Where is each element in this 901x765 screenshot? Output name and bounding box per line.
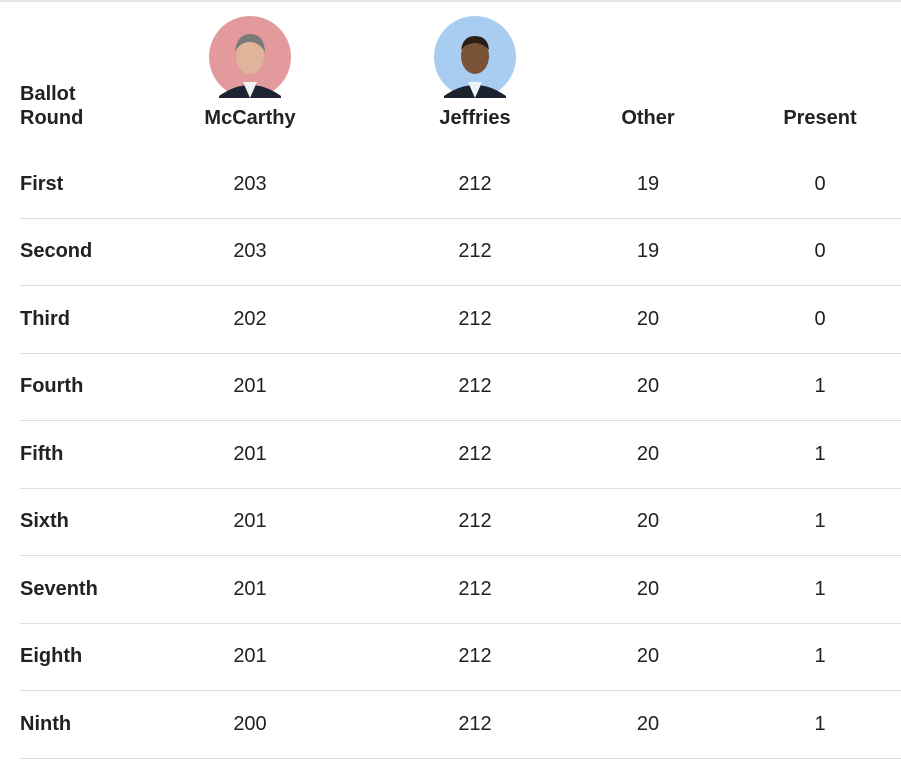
vote-count: 0 (814, 172, 826, 195)
vote-count: 202 (233, 307, 267, 330)
row-label: Sixth (20, 510, 69, 533)
row-divider (20, 555, 901, 556)
vote-count: 1 (814, 375, 826, 398)
row-label: Fifth (20, 442, 64, 465)
row-label: Second (20, 240, 93, 263)
vote-count: 201 (233, 577, 267, 600)
row-divider (20, 623, 901, 624)
row-label: Ninth (20, 712, 72, 735)
vote-count: 212 (458, 645, 492, 668)
row-label: First (20, 172, 64, 195)
vote-count: 19 (636, 172, 660, 195)
vote-count: 1 (814, 442, 826, 465)
row-divider (20, 758, 901, 759)
row-divider (20, 488, 901, 489)
avatar-mccarthy (209, 16, 291, 98)
vote-count: 1 (814, 712, 826, 735)
vote-count: 203 (233, 240, 267, 263)
column-header: McCarthy (204, 107, 296, 129)
row-label: Seventh (20, 577, 98, 600)
row-divider (20, 285, 901, 286)
vote-count: 212 (458, 375, 492, 398)
header-ballot-round: Ballot Round (20, 83, 84, 129)
vote-count: 20 (636, 307, 660, 330)
row-divider (20, 420, 901, 421)
vote-count: 201 (233, 645, 267, 668)
column-header: Present (783, 107, 857, 129)
row-label: Eighth (20, 645, 83, 668)
vote-count: 200 (233, 712, 267, 735)
vote-count: 212 (458, 577, 492, 600)
vote-count: 201 (233, 442, 267, 465)
top-border (0, 0, 901, 2)
vote-count: 19 (636, 240, 660, 263)
row-label: Third (20, 307, 70, 330)
column-header: Other (621, 107, 675, 129)
vote-count: 20 (636, 442, 660, 465)
vote-count: 0 (814, 240, 826, 263)
vote-count: 20 (636, 712, 660, 735)
vote-count: 20 (636, 577, 660, 600)
vote-count: 1 (814, 510, 826, 533)
vote-count: 201 (233, 510, 267, 533)
row-divider (20, 353, 901, 354)
vote-count: 212 (458, 442, 492, 465)
vote-count: 212 (458, 172, 492, 195)
vote-count: 203 (233, 172, 267, 195)
vote-count: 212 (458, 510, 492, 533)
row-divider (20, 218, 901, 219)
vote-count: 20 (636, 375, 660, 398)
vote-count: 212 (458, 240, 492, 263)
column-header: Jeffries (439, 107, 511, 129)
vote-count: 212 (458, 307, 492, 330)
avatar-jeffries (434, 16, 516, 98)
vote-count: 20 (636, 645, 660, 668)
vote-count: 1 (814, 645, 826, 668)
vote-count: 0 (814, 307, 826, 330)
row-divider (20, 690, 901, 691)
vote-count: 212 (458, 712, 492, 735)
vote-count: 20 (636, 510, 660, 533)
row-label: Fourth (20, 375, 84, 398)
vote-count: 1 (814, 577, 826, 600)
vote-count: 201 (233, 375, 267, 398)
